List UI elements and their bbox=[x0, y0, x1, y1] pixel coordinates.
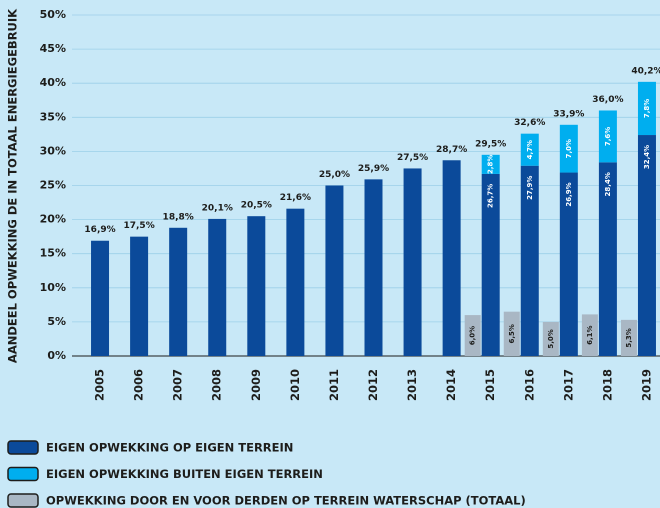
data-label: 6,0% bbox=[469, 326, 477, 345]
y-axis-label: AANDEEL OPWEKKING DE IN TOTAAL ENERGIEGE… bbox=[6, 8, 20, 363]
bar bbox=[581, 314, 598, 356]
x-tick-label: 2017 bbox=[561, 369, 575, 401]
x-tick-label: 2007 bbox=[171, 369, 185, 401]
data-label: 5,0% bbox=[547, 329, 555, 348]
legend-swatch bbox=[7, 440, 39, 455]
bar-segment bbox=[130, 236, 149, 356]
x-tick-label: 2013 bbox=[405, 369, 419, 401]
data-label: 25,0% bbox=[319, 170, 350, 180]
total-label: 33,9% bbox=[553, 109, 584, 119]
total-label: 40,2% bbox=[631, 66, 660, 76]
legend-swatch bbox=[7, 493, 39, 508]
legend-label: EIGEN OPWEKKING OP EIGEN TERREIN bbox=[46, 441, 293, 455]
bar-segment bbox=[559, 172, 578, 356]
data-label: 6,1% bbox=[586, 325, 594, 344]
bar bbox=[542, 321, 559, 356]
bar-segment bbox=[364, 179, 383, 356]
data-label: 5,3% bbox=[625, 328, 633, 347]
data-label: 7,0% bbox=[565, 139, 573, 158]
legend-label: EIGEN OPWEKKING BUITEN EIGEN TERREIN bbox=[46, 467, 323, 481]
data-label: 16,9% bbox=[84, 225, 115, 235]
x-tick-label: 2015 bbox=[483, 369, 497, 401]
y-tick-label: 50% bbox=[40, 8, 66, 21]
data-label: 20,1% bbox=[202, 203, 233, 213]
y-tick-label: 20% bbox=[40, 213, 66, 226]
bar bbox=[620, 319, 637, 356]
legend-label: OPWEKKING DOOR EN VOOR DERDEN OP TERREIN… bbox=[46, 494, 526, 508]
legend-swatch bbox=[7, 466, 39, 482]
x-tick-label: 2009 bbox=[249, 369, 263, 401]
total-label: 36,0% bbox=[592, 95, 623, 105]
y-tick-label: 10% bbox=[40, 281, 66, 294]
bar-segment bbox=[442, 160, 461, 356]
data-label: 21,6% bbox=[280, 193, 311, 203]
x-tick-label: 2018 bbox=[600, 369, 614, 401]
x-tick-label: 2010 bbox=[288, 369, 302, 401]
data-label: 7,6% bbox=[604, 127, 612, 146]
x-tick-label: 2014 bbox=[444, 369, 458, 401]
bar-segment bbox=[598, 110, 617, 163]
bar-segment bbox=[520, 133, 539, 166]
y-tick-label: 40% bbox=[40, 76, 66, 89]
bar-segment bbox=[481, 173, 500, 356]
bar-segment bbox=[247, 216, 266, 356]
data-label: 26,9% bbox=[565, 182, 573, 206]
data-label: 28,4% bbox=[604, 172, 612, 196]
data-label: 6,5% bbox=[508, 324, 516, 343]
x-tick-label: 2006 bbox=[132, 369, 146, 401]
y-tick-label: 25% bbox=[40, 179, 66, 192]
bar-segment bbox=[481, 154, 500, 174]
x-tick-label: 2012 bbox=[366, 369, 380, 401]
data-label: 17,5% bbox=[123, 221, 154, 231]
bar-segment bbox=[325, 185, 344, 356]
bar-segment bbox=[403, 168, 422, 356]
bar-segment bbox=[286, 208, 305, 356]
bar-segment bbox=[637, 135, 656, 356]
bar bbox=[464, 315, 481, 356]
data-label: 27,5% bbox=[397, 153, 428, 163]
bar-segment bbox=[559, 124, 578, 173]
data-label: 27,9% bbox=[526, 176, 534, 200]
y-tick-label: 45% bbox=[40, 42, 66, 55]
y-tick-label: 30% bbox=[40, 144, 66, 157]
data-label: 25,9% bbox=[358, 164, 389, 174]
bar-segment bbox=[637, 81, 656, 136]
x-tick-label: 2005 bbox=[93, 369, 107, 401]
data-label: 32,4% bbox=[643, 145, 651, 169]
bar-segment bbox=[598, 162, 617, 356]
data-label: 18,8% bbox=[163, 212, 194, 222]
y-tick-label: 15% bbox=[40, 247, 66, 260]
bar-segment bbox=[520, 165, 539, 356]
total-label: 29,5% bbox=[475, 139, 506, 149]
data-label: 28,7% bbox=[436, 145, 467, 155]
total-label: 32,6% bbox=[514, 118, 545, 128]
bar-segment bbox=[91, 240, 110, 356]
data-label: 26,7% bbox=[487, 184, 495, 208]
bar-segment bbox=[208, 218, 227, 356]
y-tick-label: 0% bbox=[47, 349, 66, 362]
data-label: 2,8% bbox=[487, 155, 495, 174]
x-tick-label: 2008 bbox=[210, 369, 224, 401]
y-tick-label: 35% bbox=[40, 110, 66, 123]
bar-segment bbox=[169, 227, 188, 356]
data-label: 4,7% bbox=[526, 140, 534, 159]
data-label: 20,5% bbox=[241, 201, 272, 211]
bar bbox=[503, 311, 520, 356]
data-label: 7,8% bbox=[643, 99, 651, 118]
x-tick-label: 2016 bbox=[522, 369, 536, 401]
x-tick-label: 2019 bbox=[639, 369, 653, 401]
x-tick-label: 2011 bbox=[327, 369, 341, 401]
y-tick-label: 5% bbox=[47, 315, 66, 328]
